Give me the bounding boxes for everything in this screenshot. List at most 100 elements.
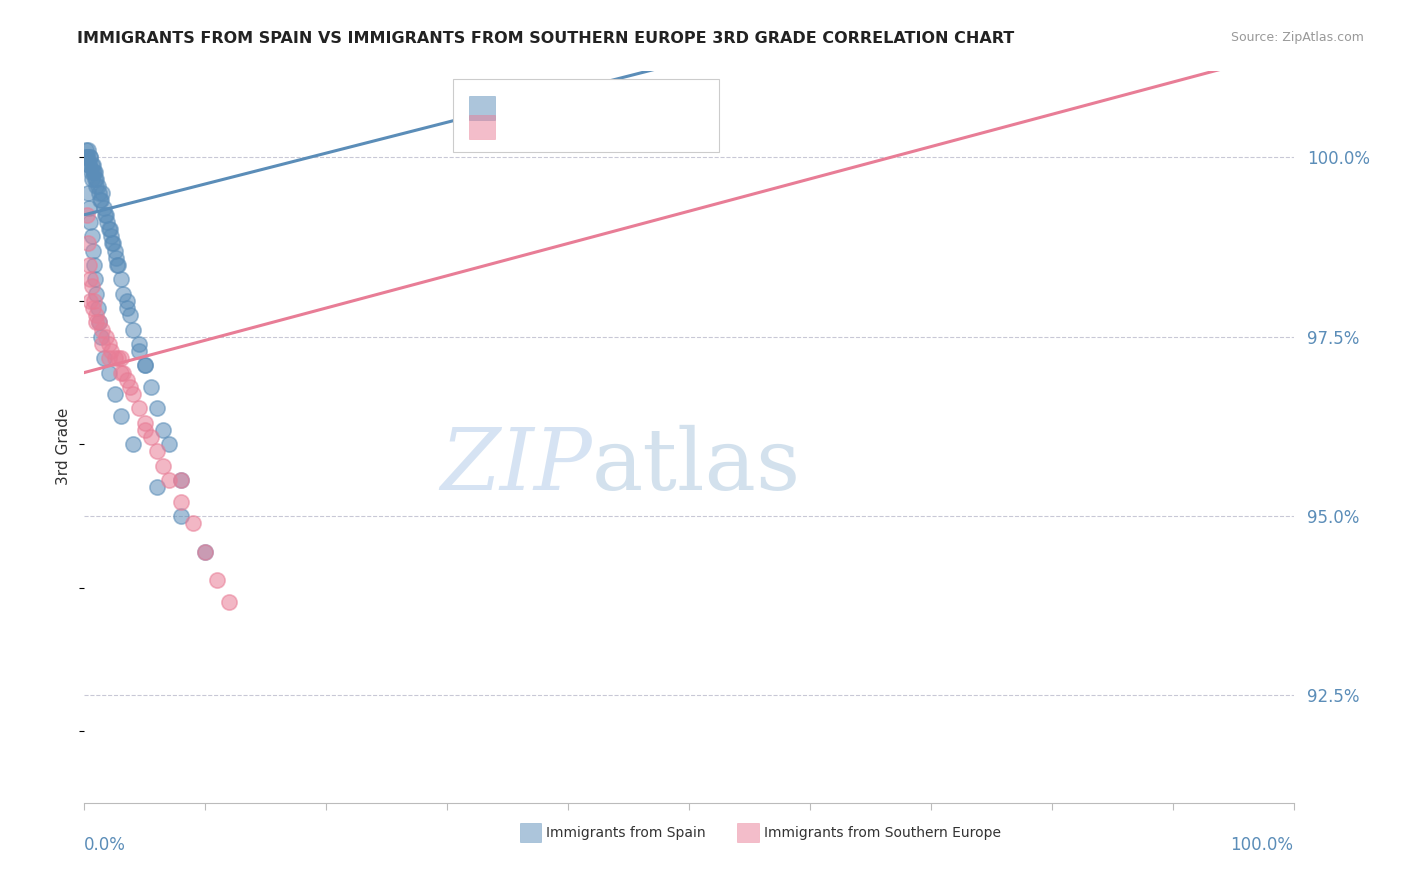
Point — [134, 423, 156, 437]
Point — [181, 516, 204, 530]
Point — [170, 473, 193, 487]
Point — [110, 409, 132, 423]
Point — [107, 351, 129, 366]
Point — [194, 545, 217, 559]
Text: ZIP: ZIP — [440, 425, 592, 508]
Point — [82, 301, 104, 315]
Point — [97, 351, 120, 366]
Point — [139, 430, 162, 444]
Text: N = 38: N = 38 — [623, 117, 685, 136]
Point — [170, 494, 193, 508]
Point — [80, 165, 103, 179]
Point — [157, 437, 180, 451]
Point — [104, 251, 127, 265]
Point — [146, 444, 169, 458]
Point — [103, 236, 125, 251]
Point — [121, 322, 143, 336]
Point — [120, 308, 142, 322]
Point — [83, 165, 105, 179]
Text: Immigrants from Spain: Immigrants from Spain — [547, 826, 706, 839]
Point — [77, 236, 100, 251]
Point — [90, 194, 112, 208]
Point — [152, 458, 174, 473]
Point — [146, 480, 169, 494]
Point — [152, 423, 174, 437]
Point — [86, 179, 108, 194]
Point — [115, 293, 138, 308]
Bar — [468, 96, 495, 120]
Point — [77, 258, 100, 272]
Point — [86, 172, 108, 186]
Point — [101, 236, 124, 251]
Point — [93, 351, 115, 366]
Point — [86, 301, 108, 315]
Point — [77, 201, 100, 215]
Point — [80, 229, 103, 244]
Point — [82, 158, 104, 172]
Point — [120, 380, 142, 394]
Point — [121, 387, 143, 401]
Point — [89, 194, 111, 208]
Point — [207, 574, 229, 588]
Point — [75, 143, 97, 157]
Point — [128, 344, 150, 359]
FancyBboxPatch shape — [453, 78, 720, 152]
Point — [96, 215, 118, 229]
Point — [98, 222, 121, 236]
Point — [76, 150, 98, 164]
Point — [87, 186, 110, 201]
Point — [77, 158, 100, 172]
Point — [134, 359, 156, 373]
Text: Immigrants from Southern Europe: Immigrants from Southern Europe — [763, 826, 1001, 839]
Point — [157, 473, 180, 487]
Point — [86, 315, 108, 329]
Point — [84, 179, 107, 194]
Point — [86, 286, 108, 301]
Point — [110, 351, 132, 366]
Point — [121, 437, 143, 451]
Point — [139, 380, 162, 394]
Point — [79, 150, 101, 164]
Point — [77, 186, 100, 201]
Point — [75, 150, 97, 164]
Point — [128, 336, 150, 351]
Point — [104, 244, 127, 258]
Point — [79, 215, 101, 229]
Point — [91, 186, 114, 201]
Point — [83, 258, 105, 272]
Point — [83, 165, 105, 179]
Point — [94, 208, 117, 222]
Bar — [468, 115, 495, 139]
Point — [134, 416, 156, 430]
Point — [84, 172, 107, 186]
Point — [170, 508, 193, 523]
Point — [77, 158, 100, 172]
Point — [87, 315, 110, 329]
Point — [93, 201, 115, 215]
Text: R = 0.363: R = 0.363 — [505, 117, 596, 136]
Point — [82, 172, 104, 186]
Text: IMMIGRANTS FROM SPAIN VS IMMIGRANTS FROM SOUTHERN EUROPE 3RD GRADE CORRELATION C: IMMIGRANTS FROM SPAIN VS IMMIGRANTS FROM… — [77, 31, 1015, 46]
Point — [82, 244, 104, 258]
Point — [104, 351, 127, 366]
Text: 0.0%: 0.0% — [84, 836, 127, 854]
Point — [115, 373, 138, 387]
Point — [134, 359, 156, 373]
Point — [115, 301, 138, 315]
Point — [97, 366, 120, 380]
Point — [97, 336, 120, 351]
Text: Source: ZipAtlas.com: Source: ZipAtlas.com — [1230, 31, 1364, 45]
Point — [94, 329, 117, 343]
Bar — [520, 823, 541, 841]
Point — [104, 387, 127, 401]
Point — [84, 272, 107, 286]
Point — [77, 143, 100, 157]
Point — [79, 150, 101, 164]
Point — [76, 208, 98, 222]
Text: 3rd Grade: 3rd Grade — [56, 408, 70, 484]
Text: atlas: atlas — [592, 425, 801, 508]
Point — [91, 336, 114, 351]
Point — [82, 165, 104, 179]
Point — [110, 366, 132, 380]
Bar — [737, 823, 759, 841]
